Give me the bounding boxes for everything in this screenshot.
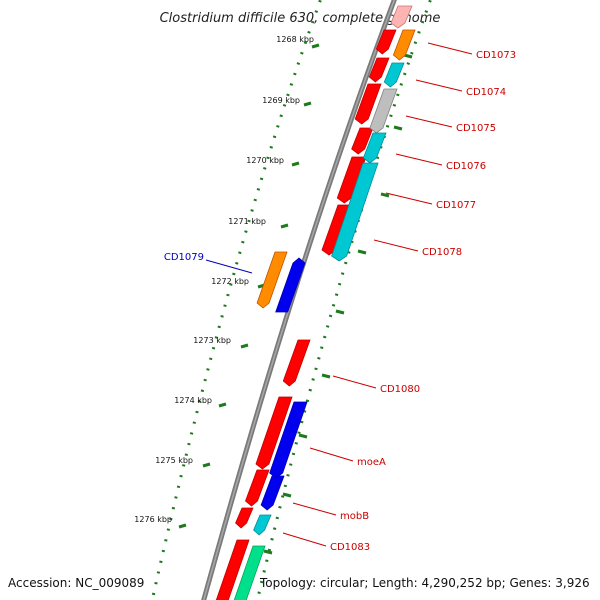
scale-label: 1270 kbp — [246, 156, 284, 165]
major-tick — [393, 125, 403, 131]
gene-cd1075 — [369, 88, 398, 134]
outer-tick-ring — [150, 0, 323, 600]
gene-label-cd1077: CD1077 — [436, 200, 476, 211]
gene-label-cd1080: CD1080 — [380, 384, 420, 395]
major-tick — [357, 249, 367, 255]
summary-text: Topology: circular; Length: 4,290,252 bp… — [259, 576, 590, 590]
gene-cd1077-78 — [331, 162, 379, 262]
gene-cd1083 — [253, 514, 272, 536]
gene-label-cd1073: CD1073 — [476, 50, 516, 61]
gene-labels: CD1073 CD1074 CD1075 CD1076 CD1077 CD1078 CD10… — [164, 42, 516, 553]
gene-cd1080 — [282, 339, 311, 387]
gene-forward — [245, 469, 270, 507]
major-tick — [321, 373, 331, 379]
gene-label-leader — [373, 239, 419, 252]
gene-label-leader — [309, 447, 354, 462]
major-tick — [311, 43, 320, 49]
gene-label-cd1083: CD1083 — [330, 542, 370, 553]
major-tick — [291, 161, 300, 167]
gene-forward — [255, 396, 293, 470]
gene-label-leader — [205, 259, 253, 274]
gene-label-leader — [282, 532, 327, 547]
gene-label-cd1079: CD1079 — [164, 252, 204, 263]
major-tick — [282, 492, 292, 498]
gene-forward — [368, 57, 390, 83]
major-tick — [303, 101, 312, 107]
major-tick — [380, 192, 390, 198]
gene-forward — [354, 83, 382, 125]
major-tick — [178, 523, 187, 529]
gene-label-leader — [395, 153, 443, 166]
gene-mobB — [260, 475, 285, 511]
major-tick — [298, 433, 308, 439]
gene-partial-top — [390, 5, 413, 29]
gene-label-cd1078: CD1078 — [422, 247, 462, 258]
major-tick — [335, 309, 345, 315]
gene-label-leader — [427, 42, 473, 55]
major-tick — [263, 549, 273, 555]
scale-label: 1274 kbp — [174, 396, 212, 405]
gene-label-leader — [405, 115, 453, 128]
scale-label: 1275 kbp — [155, 456, 193, 465]
gene-cd1076 — [362, 132, 387, 164]
scale-label: 1273 kbp — [193, 336, 231, 345]
gene-features — [215, 5, 416, 600]
scale-label: 1276 kbp — [134, 515, 172, 524]
major-tick — [240, 343, 249, 349]
gene-forward — [375, 29, 397, 55]
major-tick — [202, 462, 211, 468]
gene-label-mobb: mobB — [340, 511, 369, 522]
gene-forward — [215, 539, 250, 600]
gene-cd1074 — [383, 62, 405, 88]
scale-label: 1271 kbp — [228, 217, 266, 226]
scale-label: 1268 kbp — [276, 35, 314, 44]
gene-bottom-green — [233, 545, 266, 600]
gene-label-leader — [385, 192, 433, 205]
gene-cd1073 — [392, 29, 416, 61]
scale-labels: 1268 kbp 1269 kbp 1270 kbp 1271 kbp 1272 kbp… — [134, 35, 314, 524]
map-title: Clostridium difficile 630, complete geno… — [160, 11, 441, 26]
gene-label-leader — [415, 79, 463, 92]
gene-label-leader — [292, 502, 337, 516]
gene-label-cd1075: CD1075 — [456, 123, 496, 134]
gene-cd1079 — [256, 251, 288, 309]
gene-label-leader — [332, 375, 377, 389]
gene-forward — [235, 507, 254, 529]
major-tick — [218, 402, 227, 408]
gene-reverse-blue — [275, 257, 306, 313]
gene-moeA — [269, 401, 308, 479]
major-tick — [280, 223, 289, 229]
gene-label-moea: moeA — [357, 457, 386, 468]
accession-text: Accession: NC_009089 — [8, 576, 144, 590]
gene-label-cd1074: CD1074 — [466, 87, 506, 98]
scale-label: 1272 kbp — [211, 277, 249, 286]
gene-label-cd1076: CD1076 — [446, 161, 486, 172]
tick-rings — [150, 0, 433, 600]
scale-label: 1269 kbp — [262, 96, 300, 105]
